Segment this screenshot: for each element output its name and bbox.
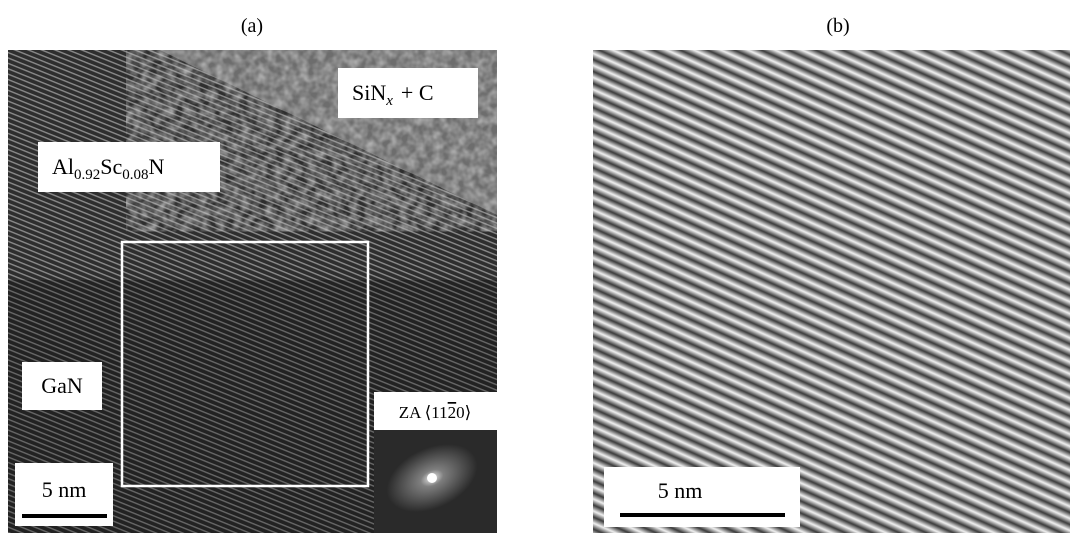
substrate-label: GaN <box>41 373 83 398</box>
filtered-image <box>593 50 1070 533</box>
label-box <box>338 68 478 118</box>
selection-box <box>120 240 370 488</box>
scale-label: 5 nm <box>658 478 703 503</box>
label-box <box>22 362 102 410</box>
label-box <box>38 142 220 192</box>
layer-label: Al0.92Sc0.08N <box>52 154 165 183</box>
label-box <box>374 392 497 430</box>
fft-inset <box>374 430 497 533</box>
panel-label: (a) <box>241 15 263 37</box>
matrix-label: SiNx + C <box>352 80 434 109</box>
scale-label: 5 nm <box>42 477 87 502</box>
panel-label: (b) <box>826 15 849 37</box>
zone-axis-label: ZA ⟨1120⟩ <box>399 403 472 422</box>
